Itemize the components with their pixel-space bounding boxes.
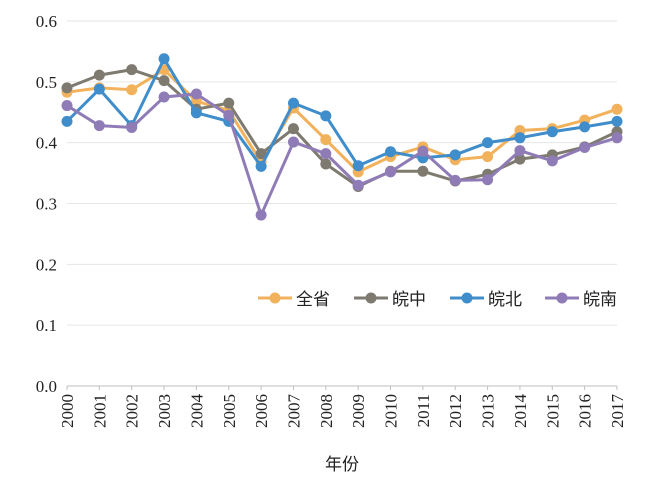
data-point (190, 88, 202, 100)
legend-label: 全省 (296, 290, 330, 310)
x-tick-label: 2007 (284, 394, 303, 429)
data-point (352, 179, 364, 191)
x-tick-label: 2012 (446, 394, 465, 428)
data-point (320, 110, 332, 122)
y-tick-label: 0.2 (36, 255, 57, 274)
y-tick-label: 0.6 (36, 12, 57, 31)
y-tick-labels: 0.0 0.1 0.2 0.3 0.4 0.5 0.6 (36, 12, 58, 396)
data-point (287, 123, 299, 135)
data-point (417, 145, 429, 157)
series-4 (61, 88, 623, 221)
series-line (66, 92, 618, 217)
legend-item: 皖南 (545, 290, 617, 310)
data-point (61, 82, 73, 94)
data-point (385, 146, 397, 158)
x-tick-label: 2008 (317, 394, 336, 428)
legend-label: 皖南 (583, 290, 617, 310)
data-point (287, 136, 299, 148)
x-tick-label: 2002 (123, 394, 142, 428)
data-point (449, 149, 461, 161)
data-point (93, 83, 105, 95)
legend-marker (556, 292, 568, 304)
data-point (320, 148, 332, 160)
data-point (514, 153, 526, 165)
data-point (61, 115, 73, 127)
data-point (255, 160, 267, 172)
x-tick-label: 2013 (479, 394, 498, 428)
legend-item: 皖中 (354, 290, 426, 310)
data-point (514, 132, 526, 144)
data-point (482, 137, 494, 149)
data-point (482, 174, 494, 186)
data-point (255, 209, 267, 221)
x-tick-label: 2001 (90, 394, 109, 428)
data-point (158, 91, 170, 103)
x-tick-labels: 2000 2001 2002 2003 2004 2005 2006 2007 2008 2009… (58, 386, 627, 428)
x-tick-label: 2015 (543, 394, 562, 428)
legend-item: 全省 (258, 290, 330, 310)
x-tick-label: 2003 (155, 394, 174, 428)
series-group (61, 53, 623, 221)
y-tick-label: 0.0 (36, 377, 57, 396)
x-tick-label: 2006 (252, 394, 271, 428)
data-point (126, 84, 138, 96)
data-point (611, 115, 623, 127)
legend-label: 皖北 (488, 290, 522, 310)
data-point (126, 64, 138, 76)
data-point (514, 145, 526, 157)
data-point (320, 134, 332, 146)
x-tick-label: 2004 (187, 394, 206, 429)
data-point (546, 126, 558, 138)
x-tick-label: 2000 (58, 394, 77, 428)
data-point (93, 120, 105, 132)
data-point (223, 97, 235, 109)
data-point (126, 121, 138, 133)
x-tick-label: 2014 (511, 394, 530, 429)
y-tick-label: 0.5 (36, 73, 57, 92)
data-point (611, 132, 623, 144)
data-point (190, 107, 202, 119)
data-point (352, 160, 364, 172)
y-tick-label: 0.4 (36, 134, 58, 153)
x-tick-label: 2010 (382, 394, 401, 428)
legend-label: 皖中 (392, 290, 426, 310)
x-tick-label: 2011 (414, 394, 433, 427)
x-tick-label: 2005 (220, 394, 239, 428)
y-tick-label: 0.1 (36, 316, 57, 335)
data-point (417, 165, 429, 177)
series-3 (61, 53, 623, 172)
data-point (546, 155, 558, 167)
y-tick-label: 0.3 (36, 195, 57, 214)
x-tick-label: 2016 (576, 394, 595, 428)
data-point (320, 158, 332, 170)
data-point (93, 69, 105, 81)
data-point (449, 174, 461, 186)
data-point (482, 151, 494, 163)
series-1 (61, 64, 623, 178)
data-point (223, 109, 235, 121)
legend-item: 皖北 (450, 290, 522, 310)
data-point (255, 148, 267, 160)
legend-marker (461, 292, 473, 304)
x-tick-label: 2009 (349, 394, 368, 428)
grid-lines (67, 20, 617, 326)
data-point (158, 53, 170, 65)
data-point (287, 97, 299, 109)
data-point (611, 103, 623, 115)
legend: 全省 皖中 皖北 皖南 (258, 290, 617, 310)
data-point (385, 166, 397, 178)
data-point (579, 142, 591, 154)
data-point (158, 75, 170, 87)
data-point (61, 100, 73, 112)
legend-marker (269, 292, 281, 304)
legend-marker (365, 292, 377, 304)
x-axis-title: 年份 (325, 455, 359, 475)
data-point (579, 121, 591, 133)
x-tick-label: 2017 (608, 394, 627, 429)
